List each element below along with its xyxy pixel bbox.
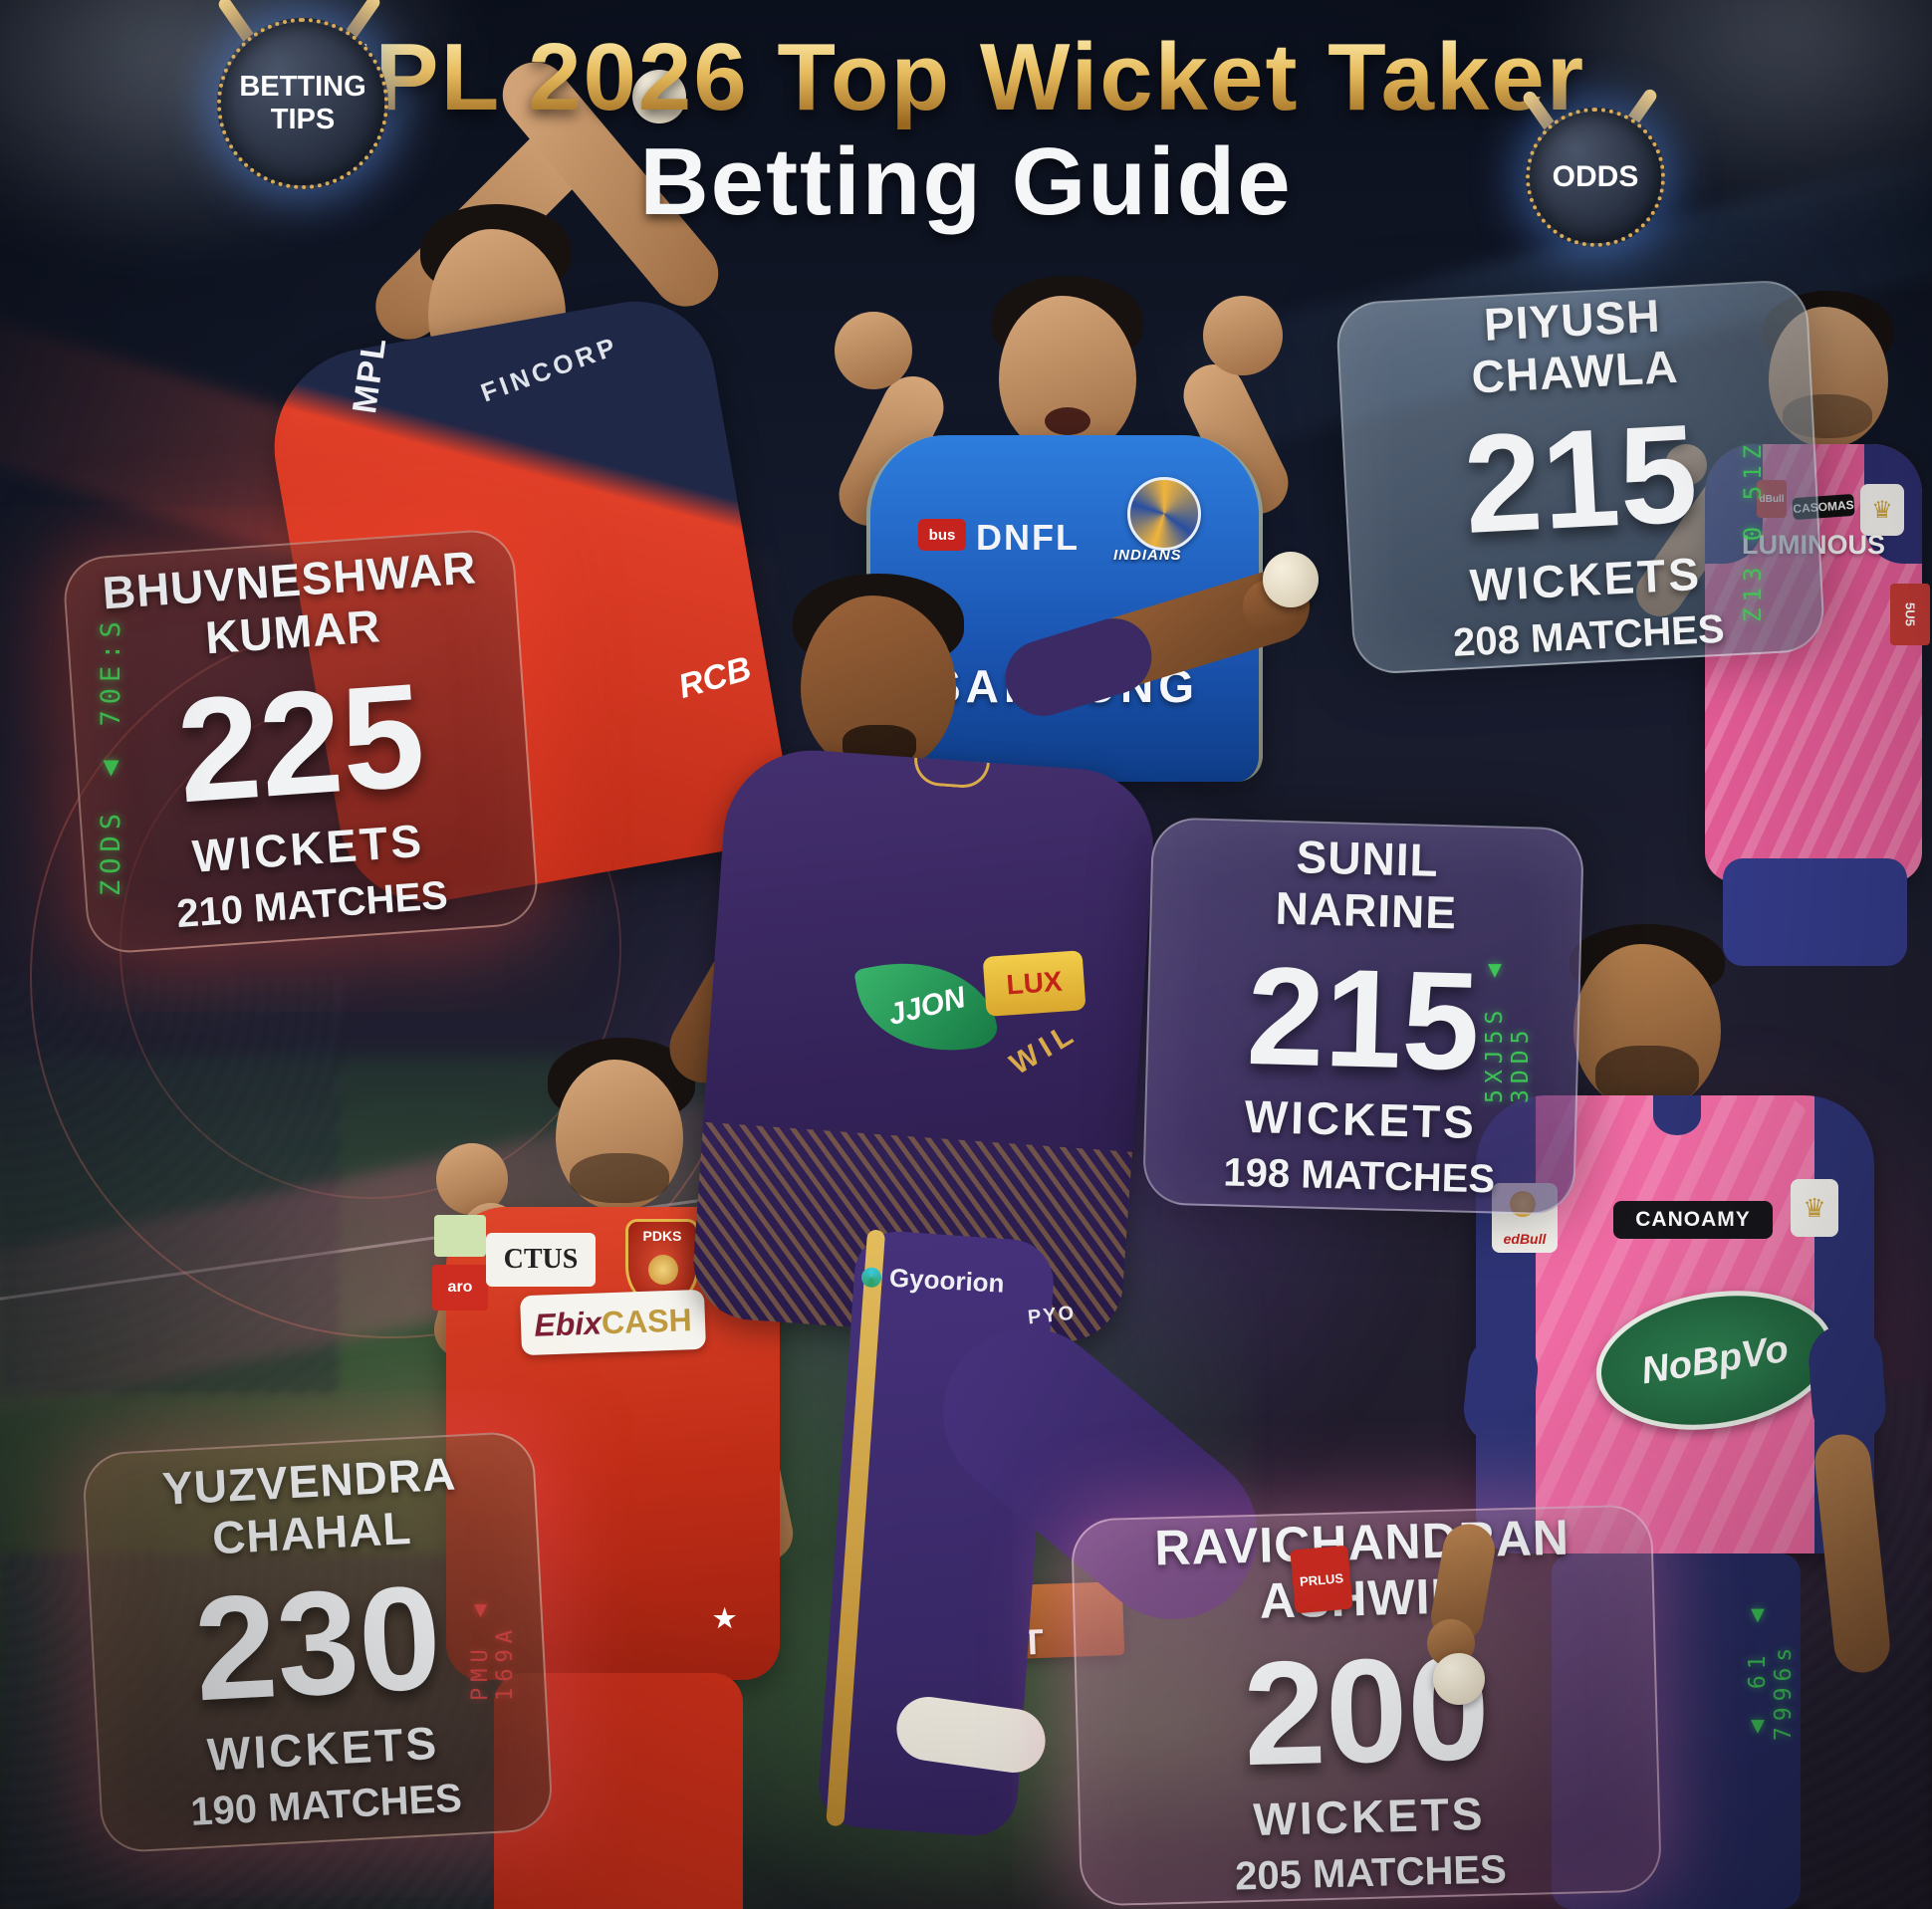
matches-label: 208 MATCHES	[1452, 606, 1726, 665]
player-beard	[570, 1153, 669, 1203]
poster-title: IPL 2026 Top Wicket Taker Betting Guide	[0, 26, 1932, 234]
rr-waist-patch: 5U5	[1890, 584, 1930, 645]
matches-label: 190 MATCHES	[189, 1776, 463, 1834]
star-logo: ★	[713, 1603, 737, 1633]
gyoorion-dot-icon	[860, 1266, 882, 1288]
betting-tips-badge: BETTING TIPS	[217, 18, 388, 189]
noppvo-label: NoBpVo	[1638, 1327, 1792, 1392]
odds-label: ODDS	[1552, 160, 1639, 193]
matches-label: 210 MATCHES	[174, 872, 449, 936]
player-arm	[1811, 1431, 1893, 1676]
wickets-label: WICKETS	[1468, 547, 1704, 611]
title-line2: Betting Guide	[639, 127, 1293, 235]
lux-chest-box: LUX	[982, 950, 1087, 1017]
mumbai-indians-logo	[1127, 477, 1201, 551]
stat-card-bhuvneshwar-kumar: BHUVNESHWAR KUMAR 225 WICKETS 210 MATCHE…	[61, 527, 541, 956]
mi-team-label: INDIANS	[1113, 547, 1182, 564]
ebix-label: Ebix	[533, 1304, 603, 1343]
sleeve-red-patch: aro	[432, 1265, 488, 1311]
player-name: YUZVENDRA CHAHAL	[161, 1448, 460, 1566]
glitch-odds-text: Z13 0 51Z	[1739, 438, 1767, 622]
player-head	[999, 296, 1136, 457]
title-line1: IPL 2026 Top Wicket Taker	[0, 26, 1932, 129]
jersey-collar	[1653, 1095, 1701, 1135]
sleeve-green-patch	[434, 1215, 486, 1257]
matches-label: 198 MATCHES	[1222, 1149, 1496, 1202]
player-bhuvneshwar-kumar: MPL FINCORP RCB	[249, 48, 846, 956]
wickets-label: WICKETS	[205, 1716, 441, 1781]
rr-thigh-patch: PRLUS	[1290, 1545, 1353, 1614]
cricket-ball-icon	[1433, 1653, 1485, 1705]
stat-card-ravichandran-ashwin: RAVICHANDRAN ASHWIN 200 WICKETS 205 MATC…	[1071, 1504, 1662, 1907]
ashwin-hand-with-ball	[1419, 1520, 1509, 1743]
wickets-count: 225	[172, 652, 430, 834]
gyoorion-label: Gyoorion	[888, 1262, 1006, 1299]
wickets-count: 230	[190, 1554, 445, 1733]
betting-tips-line1: BETTING	[239, 71, 366, 103]
glitch-odds-text: PMU ▲ 169A	[468, 1593, 518, 1701]
player-name: SUNIL NARINE	[1275, 832, 1459, 939]
mi-sleeve-patch: bus	[918, 519, 966, 551]
player-name-line1: SUNIL	[1295, 831, 1440, 887]
rcb-sleeve-sponsor: MPL	[346, 334, 394, 416]
player-fist	[1203, 296, 1283, 375]
betting-tips-line2: TIPS	[270, 104, 336, 135]
rr-chest-badge: CANOAMY	[1613, 1201, 1773, 1239]
crown-icon: ♛	[1803, 1192, 1826, 1223]
player-name-line2: NARINE	[1274, 881, 1458, 939]
ctus-chest-box: CTUS	[486, 1233, 596, 1287]
player-name: BHUVNESHWAR KUMAR	[101, 542, 482, 671]
glitch-odds-text: ZODS ▲ 70E:S	[96, 615, 126, 896]
glitch-odds-text: ▲ 61 ▲ 7996s	[1745, 1597, 1797, 1741]
jjon-label: JJON	[884, 981, 969, 1033]
player-open-mouth	[1045, 407, 1090, 435]
wickets-label: WICKETS	[1244, 1089, 1478, 1148]
mi-chest-sponsor: DNFL	[976, 517, 1080, 558]
glitch-odds-text: 5XJ5S ▲ 3DD5	[1482, 952, 1534, 1103]
wickets-count: 215	[1245, 936, 1482, 1099]
odds-badge: ODDS	[1526, 108, 1665, 247]
player-name-line2: CHAWLA	[1470, 340, 1680, 403]
rajasthan-royals-logo: ♛	[1860, 484, 1904, 536]
rcb-chest-sponsor: FINCORP	[476, 330, 623, 408]
player-name: RAVICHANDRAN ASHWIN	[1154, 1510, 1571, 1632]
player-head	[556, 1060, 683, 1211]
player-head	[1573, 944, 1721, 1111]
player-fist	[835, 312, 912, 389]
jjon-leaf-logo: JJON	[853, 947, 1001, 1067]
cricket-ball-icon	[1263, 552, 1319, 607]
pbks-lion-icon	[648, 1255, 678, 1285]
player-shorts	[1723, 858, 1907, 966]
player-name-line2: ASHWIN	[1259, 1567, 1469, 1629]
player-sleeve	[1806, 1321, 1889, 1447]
kkr-gold-side-text: WIL	[1004, 1016, 1085, 1081]
cricket-ball-icon	[632, 70, 686, 123]
player-name: PIYUSH CHAWLA	[1468, 290, 1680, 403]
player-sleeve	[996, 608, 1161, 726]
rajasthan-royals-logo: ♛	[1791, 1179, 1838, 1237]
wickets-count: 215	[1460, 394, 1701, 564]
gold-collar	[912, 757, 990, 790]
wickets-label: WICKETS	[1252, 1787, 1487, 1846]
player-sunil-narine: JJON LUX WIL Gyoorion PYO	[598, 538, 1319, 1909]
crown-icon: ♛	[1871, 496, 1893, 524]
matches-label: 205 MATCHES	[1234, 1847, 1508, 1899]
